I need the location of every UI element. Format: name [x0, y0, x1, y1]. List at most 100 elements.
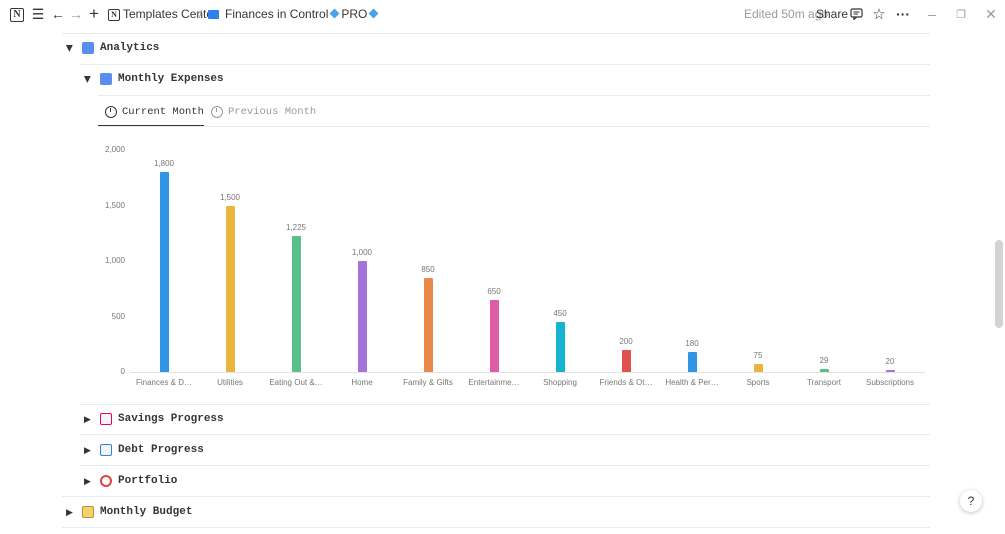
chart-decreasing-emoji-icon [100, 444, 112, 456]
y-tick-label: 2,000 [104, 145, 125, 154]
pro-badge: PRO [341, 7, 368, 21]
chart-bar[interactable] [357, 261, 367, 372]
chart-bar[interactable] [423, 277, 433, 372]
clock-icon [211, 106, 223, 118]
share-button[interactable]: Share [816, 7, 849, 21]
chart-bar[interactable] [489, 299, 499, 372]
toggle-monthly-budget[interactable]: ▶ Monthly Budget [66, 506, 192, 518]
templates-center-icon: N [108, 9, 120, 21]
x-category-label: Finances & D… [135, 378, 193, 387]
toggle-savings-progress[interactable]: ▶ Savings Progress [84, 413, 224, 425]
bar-value-label: 75 [753, 350, 763, 360]
toggle-analytics[interactable]: ▶ Analytics [64, 42, 160, 54]
x-category-label: Transport [807, 378, 841, 387]
bar-value-label: 1,500 [219, 192, 241, 202]
tab-current-month[interactable]: Current Month [105, 106, 204, 118]
savings-progress-heading: Savings Progress [118, 413, 224, 425]
top-bar: N ☰ ← → + N Templates Center / Finances … [0, 0, 1005, 30]
bar-chart-emoji-icon [82, 42, 94, 54]
chart-bar[interactable] [621, 349, 631, 372]
caret-right-icon[interactable]: ▶ [84, 413, 91, 424]
monthly-expenses-heading: Monthly Expenses [118, 73, 224, 85]
x-category-label: Sports [746, 378, 770, 387]
forward-arrow-icon[interactable]: → [69, 6, 83, 22]
y-tick-label: 1,000 [104, 256, 125, 265]
breadcrumb-separator: / [199, 7, 203, 21]
bar-value-label: 850 [421, 264, 435, 274]
divider [62, 527, 930, 528]
x-category-label: Eating Out &… [269, 378, 323, 387]
analytics-heading: Analytics [100, 42, 160, 54]
tab-previous-month[interactable]: Previous Month [211, 106, 316, 118]
x-category-label: Health & Per… [665, 378, 719, 387]
bar-value-label: 450 [553, 309, 567, 319]
divider [98, 126, 930, 127]
back-arrow-icon[interactable]: ← [51, 6, 65, 22]
menu-icon[interactable]: ☰ [31, 5, 45, 22]
y-tick-label: 0 [120, 367, 125, 376]
bar-value-label: 1,225 [285, 223, 307, 233]
bar-value-label: 29 [819, 355, 829, 365]
y-tick-label: 1,500 [104, 200, 125, 210]
diamond-icon [329, 8, 340, 19]
chart-bar[interactable] [885, 369, 895, 372]
help-button[interactable]: ? [960, 490, 982, 512]
vertical-scrollbar[interactable] [995, 240, 1003, 328]
edited-timestamp: Edited 50m ago [744, 7, 829, 21]
chart-increasing-emoji-icon [100, 413, 112, 425]
circle-emoji-icon [100, 475, 112, 487]
caret-down-icon[interactable]: ▶ [64, 44, 75, 52]
caret-down-icon[interactable]: ▶ [82, 75, 93, 83]
x-category-label: Utilities [217, 378, 243, 387]
x-category-label: Subscriptions [865, 378, 915, 387]
chart-bar[interactable] [225, 205, 235, 372]
caret-right-icon[interactable]: ▶ [84, 475, 91, 486]
help-icon: ? [967, 494, 975, 508]
chart-bar[interactable] [753, 363, 763, 372]
tab-label: Previous Month [228, 106, 317, 118]
bar-value-label: 180 [685, 339, 699, 349]
close-window-icon[interactable]: ✕ [985, 5, 997, 22]
bar-value-label: 20 [885, 356, 895, 366]
notion-logo-icon[interactable]: N [10, 8, 24, 22]
caret-right-icon[interactable]: ▶ [84, 444, 91, 455]
caret-right-icon[interactable]: ▶ [66, 506, 73, 517]
y-tick-label: 500 [111, 311, 125, 321]
chart-bar[interactable] [159, 172, 169, 372]
restore-window-icon[interactable]: ❐ [956, 8, 966, 21]
toggle-debt-progress[interactable]: ▶ Debt Progress [84, 444, 204, 456]
bar-value-label: 650 [487, 286, 501, 296]
debt-progress-heading: Debt Progress [118, 444, 204, 456]
chart-bar[interactable] [819, 368, 829, 372]
toggle-portfolio[interactable]: ▶ Portfolio [84, 475, 177, 487]
divider [98, 95, 930, 96]
memo-emoji-icon [82, 506, 94, 518]
chart-bar[interactable] [555, 322, 565, 372]
breadcrumb-finances-in-control[interactable]: Finances in Control PRO [225, 7, 380, 21]
breadcrumb-templates-center[interactable]: Templates Center [123, 7, 218, 21]
x-category-label: Entertainme… [468, 378, 520, 387]
monthly-budget-heading: Monthly Budget [100, 506, 193, 518]
bar-value-label: 1,000 [351, 248, 373, 257]
chart-bar[interactable] [687, 352, 697, 372]
tab-label: Current Month [122, 106, 204, 118]
x-category-label: Friends & Ot… [599, 378, 653, 387]
divider [80, 465, 930, 466]
toggle-monthly-expenses[interactable]: ▶ Monthly Expenses [82, 73, 224, 85]
diamond-icon [368, 8, 379, 19]
x-category-label: Home [351, 378, 373, 387]
divider [80, 404, 930, 405]
x-category-label: Family & Gifts [403, 378, 453, 387]
more-options-icon[interactable]: ··· [896, 6, 910, 22]
finances-page-icon [208, 10, 219, 19]
divider [80, 64, 930, 65]
comment-icon[interactable] [848, 6, 864, 22]
bar-chart-emoji-icon [100, 73, 112, 85]
page-title: Finances in Control [225, 7, 329, 21]
new-page-plus-icon[interactable]: + [89, 4, 99, 23]
minimize-window-icon[interactable]: – [928, 6, 936, 22]
favorite-star-icon[interactable]: ☆ [872, 6, 886, 23]
chart-bar[interactable] [291, 236, 301, 372]
divider [62, 33, 930, 34]
divider [62, 496, 930, 497]
